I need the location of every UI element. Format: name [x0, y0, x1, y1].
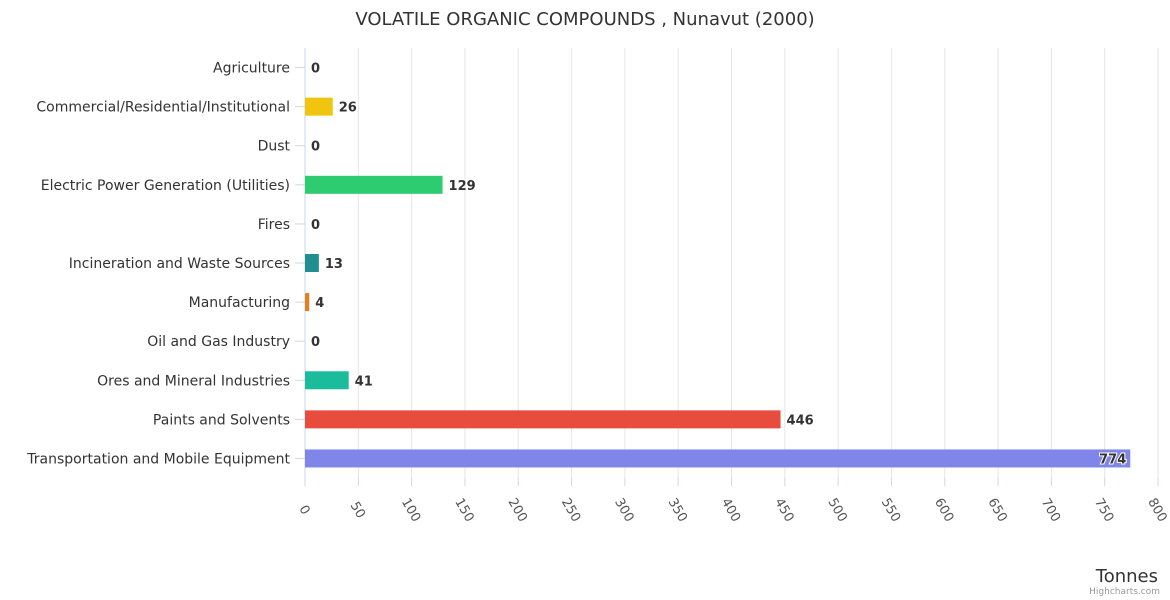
- bar[interactable]: [305, 254, 319, 272]
- credits-link[interactable]: Highcharts.com: [1089, 587, 1160, 597]
- x-tick-label: 200: [505, 496, 530, 525]
- data-label: 446: [787, 413, 814, 428]
- x-tick-label: 500: [824, 496, 849, 525]
- category-label: Agriculture: [213, 61, 290, 77]
- data-label: 13: [325, 257, 343, 272]
- category-label: Commercial/Residential/Institutional: [36, 100, 290, 116]
- category-label: Paints and Solvents: [153, 412, 290, 428]
- bar[interactable]: [305, 97, 333, 116]
- category-label: Fires: [258, 217, 290, 233]
- data-label: 129: [449, 179, 476, 194]
- x-tick-label: 400: [718, 496, 743, 525]
- data-label: 0: [311, 218, 320, 233]
- x-tick-label: 0: [295, 503, 312, 518]
- category-label: Ores and Mineral Industries: [97, 373, 290, 389]
- category-label: Electric Power Generation (Utilities): [41, 178, 290, 194]
- x-axis-ticks: 0 50 100 150 200 250 300 350 400 450 500 550 600 650 7…: [295, 478, 1170, 525]
- bars: 0 26 0 129 0 13 4 0 41 446 774: [305, 62, 1131, 468]
- bar[interactable]: [305, 175, 443, 194]
- category-label: Oil and Gas Industry: [147, 334, 290, 350]
- category-label: Incineration and Waste Sources: [69, 256, 290, 272]
- x-tick-label: 450: [771, 496, 796, 525]
- category-label: Dust: [258, 139, 291, 155]
- data-label: 0: [311, 62, 320, 77]
- x-tick-label: 350: [665, 496, 690, 525]
- data-label: 41: [355, 374, 373, 389]
- chart-title: VOLATILE ORGANIC COMPOUNDS , Nunavut (20…: [355, 9, 814, 30]
- x-tick-label: 750: [1091, 496, 1116, 525]
- bar[interactable]: [305, 293, 310, 312]
- data-label: 774: [1099, 452, 1126, 467]
- data-label: 26: [339, 101, 357, 116]
- category-label: Manufacturing: [189, 295, 290, 311]
- bar[interactable]: [305, 371, 349, 390]
- category-label: Transportation and Mobile Equipment: [26, 451, 290, 467]
- x-tick-label: 50: [347, 499, 368, 521]
- x-tick-label: 100: [398, 496, 423, 525]
- data-label: 0: [311, 140, 320, 155]
- bar[interactable]: [305, 410, 781, 429]
- bar[interactable]: [305, 449, 1131, 468]
- x-tick-label: 150: [451, 496, 476, 525]
- x-tick-label: 550: [878, 496, 903, 525]
- x-tick-label: 650: [984, 496, 1009, 525]
- x-tick-label: 800: [1144, 496, 1169, 525]
- data-label: 4: [315, 296, 324, 311]
- category-labels: Agriculture Commercial/Residential/Instit…: [26, 61, 305, 467]
- x-tick-label: 600: [931, 496, 956, 525]
- data-label: 0: [311, 335, 320, 350]
- x-tick-label: 300: [611, 496, 636, 525]
- x-tick-label: 250: [558, 496, 583, 525]
- x-axis-title: Tonnes: [1095, 566, 1158, 587]
- x-tick-label: 700: [1038, 496, 1063, 525]
